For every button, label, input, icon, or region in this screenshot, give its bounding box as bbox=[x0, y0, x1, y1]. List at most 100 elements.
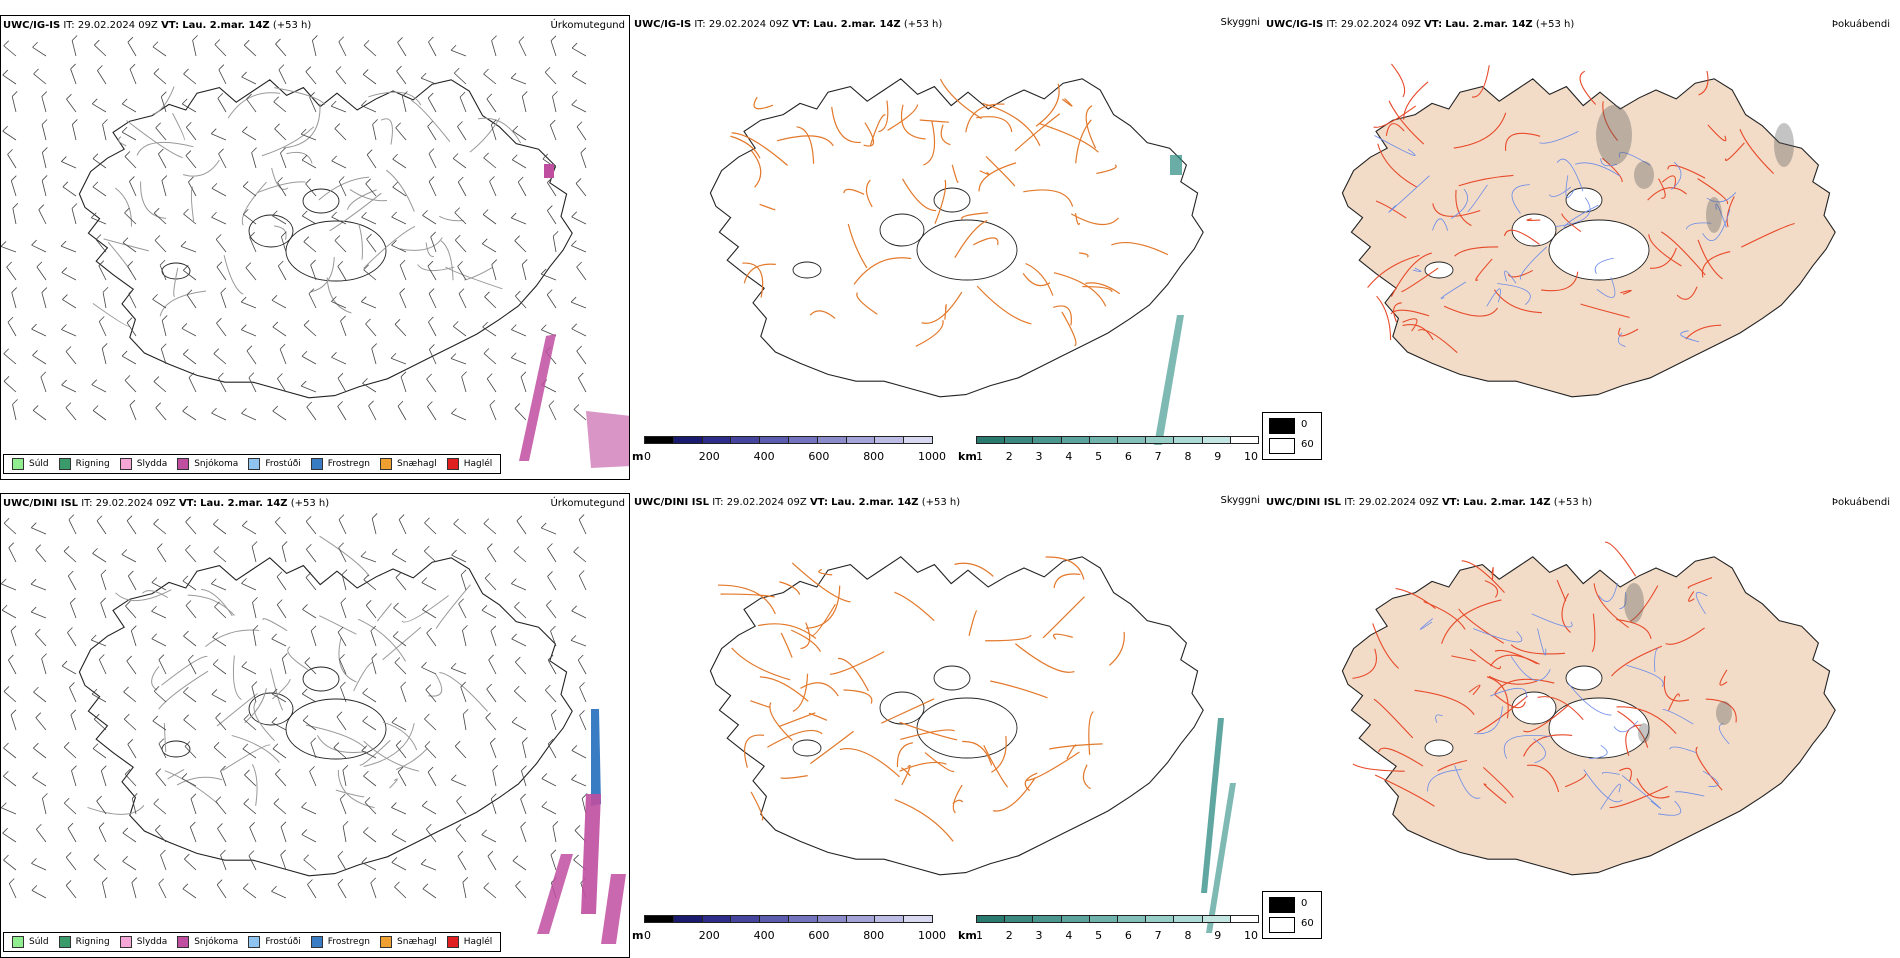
wind-barb bbox=[183, 68, 197, 85]
precip-legend-item: Snæhagl bbox=[380, 936, 437, 948]
wind-barb bbox=[32, 41, 47, 57]
colorbar-tick-label: 1000 bbox=[918, 450, 946, 463]
wind-barb bbox=[126, 317, 137, 337]
wind-barb bbox=[550, 625, 557, 647]
river-line bbox=[1662, 708, 1694, 725]
wind-barb bbox=[30, 578, 47, 591]
wind-barb bbox=[362, 378, 377, 393]
wind-barb bbox=[452, 153, 467, 169]
road-line bbox=[205, 629, 260, 648]
wind-barb bbox=[428, 176, 437, 197]
wind-barb bbox=[310, 259, 317, 281]
road-line bbox=[792, 673, 809, 712]
colorbar-segment bbox=[730, 915, 761, 923]
road-line bbox=[182, 159, 220, 177]
wind-barb bbox=[271, 717, 287, 731]
road-line bbox=[1541, 271, 1579, 292]
colorbar-segment bbox=[1004, 436, 1034, 444]
precip-legend-item: Snæhagl bbox=[380, 458, 437, 470]
wind-barb bbox=[242, 883, 257, 899]
wind-barb bbox=[550, 35, 557, 57]
road-line bbox=[1352, 648, 1377, 679]
road-line bbox=[1605, 541, 1637, 577]
wind-barb bbox=[251, 147, 257, 169]
road-line bbox=[1697, 239, 1723, 280]
road-line bbox=[831, 106, 861, 143]
wind-barb bbox=[271, 886, 287, 899]
visibility-colorbar: km 1 2 3 4 5 6 7 8 9 10 bbox=[958, 436, 1263, 466]
road-line bbox=[1070, 213, 1119, 226]
road-line bbox=[223, 255, 244, 295]
road-line bbox=[363, 723, 415, 767]
wind-barb bbox=[213, 348, 227, 365]
wind-barb bbox=[391, 240, 407, 253]
wind-barb bbox=[427, 260, 437, 281]
road-line bbox=[1414, 689, 1475, 716]
road-line bbox=[167, 769, 185, 780]
wind-barb bbox=[41, 91, 48, 113]
glacier-outline bbox=[1424, 261, 1454, 279]
precip-legend-item: Frostregn bbox=[310, 458, 370, 470]
wind-barb bbox=[450, 774, 467, 787]
road-line bbox=[227, 92, 281, 119]
river-line bbox=[1432, 218, 1449, 231]
river-line bbox=[1626, 664, 1664, 687]
wind-barb bbox=[511, 324, 527, 337]
wind-barb bbox=[331, 352, 347, 365]
colorbar-segment bbox=[976, 915, 1006, 923]
wind-barb bbox=[161, 175, 168, 197]
colorbar-segment bbox=[1145, 915, 1175, 923]
wind-barb bbox=[91, 98, 107, 113]
precip-legend-item: Slydda bbox=[119, 936, 167, 948]
wind-barb bbox=[305, 178, 317, 197]
wind-barb bbox=[3, 742, 17, 759]
road-line bbox=[769, 702, 793, 741]
wind-barb bbox=[309, 766, 317, 787]
wind-barb bbox=[361, 857, 377, 871]
wind-barb bbox=[62, 294, 77, 309]
wind-barb bbox=[127, 570, 137, 591]
road-line bbox=[1698, 70, 1709, 96]
road-line bbox=[187, 594, 235, 616]
wind-barb bbox=[366, 233, 377, 253]
precip-legend-item: Snjókoma bbox=[177, 936, 238, 948]
road-line bbox=[410, 99, 451, 143]
wind-barb bbox=[341, 569, 348, 591]
wind-barb bbox=[361, 211, 377, 225]
road-line bbox=[1375, 200, 1407, 219]
glacier-outline bbox=[285, 698, 387, 760]
road-line bbox=[1074, 213, 1081, 226]
wind-barb bbox=[10, 625, 17, 647]
wind-barb bbox=[545, 684, 557, 703]
wind-barb bbox=[100, 597, 107, 619]
road-line bbox=[1523, 734, 1573, 757]
colorbar-segment bbox=[1145, 436, 1175, 444]
river-line bbox=[1685, 222, 1712, 230]
wind-barb bbox=[490, 625, 497, 647]
road-line bbox=[919, 119, 949, 123]
wind-barb bbox=[277, 260, 287, 281]
wind-barb bbox=[453, 518, 467, 535]
wind-barb bbox=[220, 849, 227, 871]
legend-swatch bbox=[12, 936, 24, 948]
legend-swatch bbox=[119, 458, 132, 470]
road-line bbox=[1039, 123, 1099, 153]
road-line bbox=[976, 285, 1032, 325]
glacier-outline bbox=[1424, 739, 1454, 757]
iceland-visibility-map bbox=[709, 78, 1204, 445]
road-line bbox=[750, 700, 770, 708]
wind-barb bbox=[301, 154, 317, 169]
road-line bbox=[274, 225, 287, 240]
wind-barb bbox=[188, 654, 197, 675]
wind-barb bbox=[272, 405, 287, 421]
colorbar-segment bbox=[816, 915, 847, 923]
road-line bbox=[1395, 587, 1436, 610]
wind-barb bbox=[481, 238, 497, 253]
road-line bbox=[1510, 644, 1566, 655]
wind-barb bbox=[490, 793, 497, 815]
wind-barb bbox=[246, 345, 257, 365]
road-line bbox=[399, 237, 443, 251]
road-line bbox=[377, 603, 392, 622]
iceland-coastline bbox=[709, 556, 1204, 876]
wind-barb bbox=[217, 92, 227, 113]
